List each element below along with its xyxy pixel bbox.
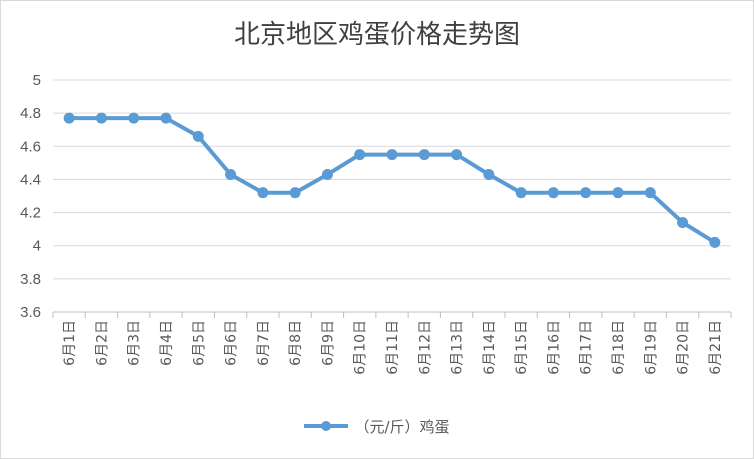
data-point[interactable] — [418, 149, 430, 161]
data-point[interactable] — [547, 187, 559, 199]
x-tick-label: 6月19日 — [643, 320, 659, 375]
data-point[interactable] — [225, 168, 237, 180]
x-tick-label: 6月8日 — [288, 320, 304, 366]
x-tick-label: 6月7日 — [256, 320, 272, 366]
y-tick-label: 4 — [33, 238, 41, 255]
x-tick-label: 6月16日 — [546, 320, 562, 375]
y-axis-ticks: 3.6 3.8 4 4.2 4.4 4.6 4.8 5 — [20, 72, 41, 321]
data-point[interactable] — [612, 187, 624, 199]
data-point[interactable] — [63, 112, 75, 124]
y-tick-label: 4.2 — [20, 205, 41, 222]
data-point[interactable] — [95, 112, 107, 124]
x-tick-label: 6月15日 — [514, 320, 530, 375]
x-tick-label: 6月1日 — [62, 320, 78, 366]
x-tick-label: 6月12日 — [417, 320, 433, 375]
x-axis — [52, 311, 732, 318]
x-tick-label: 6月4日 — [159, 320, 175, 366]
data-point[interactable] — [709, 236, 721, 248]
data-point[interactable] — [192, 130, 204, 142]
x-tick-label: 6月18日 — [611, 320, 627, 375]
data-point[interactable] — [677, 217, 689, 229]
x-tick-label: 6月20日 — [676, 320, 692, 375]
y-tick-label: 4.8 — [20, 105, 41, 122]
data-point[interactable] — [483, 168, 495, 180]
series-line — [63, 112, 721, 248]
x-tick-label: 6月9日 — [320, 320, 336, 366]
legend-marker — [304, 421, 349, 431]
data-point[interactable] — [289, 187, 301, 199]
y-tick-label: 5 — [33, 72, 41, 89]
data-point[interactable] — [257, 187, 269, 199]
data-point[interactable] — [354, 149, 366, 161]
chart-title: 北京地区鸡蛋价格走势图 — [233, 20, 520, 50]
y-tick-label: 4.6 — [20, 138, 41, 155]
y-tick-label: 3.8 — [20, 271, 41, 288]
x-tick-label: 6月13日 — [450, 320, 466, 375]
x-tick-label: 6月5日 — [191, 320, 207, 366]
data-point[interactable] — [451, 149, 463, 161]
x-tick-label: 6月3日 — [127, 320, 143, 366]
data-point[interactable] — [321, 168, 333, 180]
x-tick-label: 6月14日 — [482, 320, 498, 375]
data-point[interactable] — [386, 149, 398, 161]
x-tick-label: 6月6日 — [224, 320, 240, 366]
x-tick-label: 6月11日 — [385, 320, 401, 375]
data-point[interactable] — [580, 187, 592, 199]
x-tick-label: 6月10日 — [353, 320, 369, 375]
x-tick-label: 6月2日 — [94, 320, 110, 366]
x-axis-ticks: 6月1日 6月2日 6月3日 6月4日 6月5日 6月6日 6月7日 6月8日 6月9日 6月10… — [62, 320, 724, 375]
x-tick-label: 6月17日 — [579, 320, 595, 375]
legend-label: （元/斤）鸡蛋 — [354, 417, 450, 436]
y-tick-label: 4.4 — [20, 171, 41, 188]
gridlines — [53, 79, 731, 313]
x-tick-label: 6月21日 — [708, 320, 724, 375]
data-point[interactable] — [128, 112, 140, 124]
legend[interactable]: （元/斤）鸡蛋 — [0, 414, 754, 438]
data-point[interactable] — [160, 112, 172, 124]
data-point[interactable] — [644, 187, 656, 199]
series-polyline — [69, 116, 716, 245]
data-point[interactable] — [515, 187, 527, 199]
y-tick-label: 3.6 — [20, 304, 41, 321]
